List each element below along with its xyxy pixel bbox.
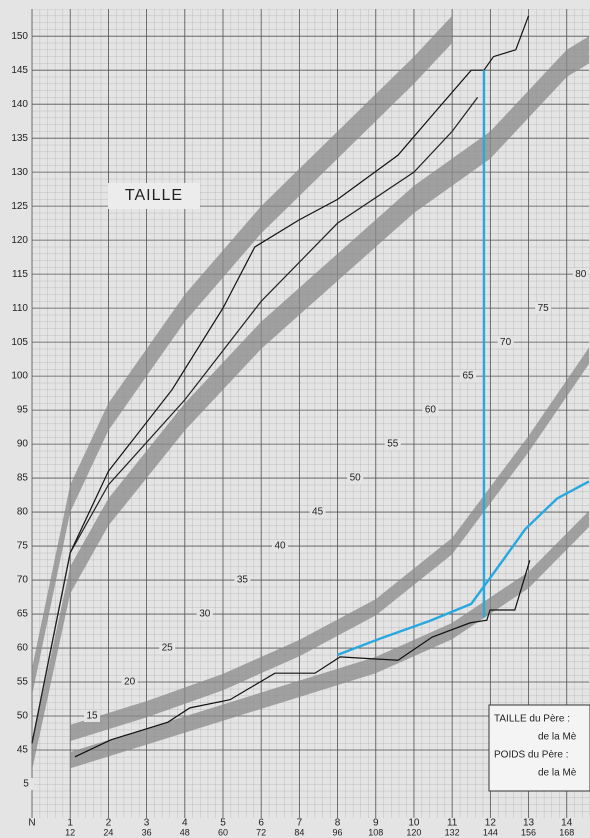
x-tick-label: N <box>28 818 35 829</box>
info-text: TAILLE du Père : <box>494 714 570 725</box>
x-tick-label: 9 <box>373 818 379 829</box>
x-tick-label: 4 <box>182 818 188 829</box>
y-tick-label: 100 <box>11 371 28 382</box>
x-month-label: 156 <box>521 827 536 837</box>
x-month-label: 132 <box>445 827 460 837</box>
y-tick-label: 60 <box>17 643 29 654</box>
info-box <box>488 704 590 792</box>
y2-tick-label: 70 <box>500 337 512 348</box>
x-month-label: 36 <box>142 827 152 837</box>
weight-label-bg <box>309 506 326 519</box>
y2-tick-label: 35 <box>237 575 249 586</box>
y-tick-label: 120 <box>11 235 28 246</box>
x-tick-label: 3 <box>144 818 150 829</box>
weight-label-bg <box>18 778 34 791</box>
y2-tick-label: 30 <box>199 609 211 620</box>
x-tick-label: 5 <box>220 818 226 829</box>
y2-tick-label: 15 <box>86 711 98 722</box>
x-month-label: 120 <box>406 827 421 837</box>
weight-label-bg <box>196 608 213 621</box>
y2-tick-label: 45 <box>312 507 324 518</box>
y-tick-label: 145 <box>11 65 28 76</box>
x-tick-label: 13 <box>523 818 535 829</box>
x-tick-label: 11 <box>447 818 458 829</box>
y-tick-label: 55 <box>17 677 29 688</box>
x-month-label: 48 <box>180 827 190 837</box>
y-tick-label: 70 <box>17 575 29 586</box>
x-month-label: 168 <box>559 827 574 837</box>
y2-tick-label: 60 <box>425 405 437 416</box>
weight-label-bg <box>272 540 288 553</box>
weight-label-bg <box>121 676 138 689</box>
y-tick-label: 90 <box>17 439 29 450</box>
reference-band <box>32 15 453 696</box>
y-tick-label: 140 <box>11 99 28 110</box>
weight-label-bg <box>460 370 476 383</box>
x-tick-label: 14 <box>561 818 573 829</box>
x-tick-label: 7 <box>297 818 303 829</box>
y2-tick-label: 80 <box>575 269 587 280</box>
y-tick-label: 115 <box>12 269 28 280</box>
info-text: POIDS du Père : <box>494 750 568 761</box>
x-month-label: 60 <box>218 827 228 837</box>
data-line <box>31 15 530 744</box>
x-tick-label: 1 <box>67 818 73 829</box>
y-tick-label: 110 <box>12 303 28 314</box>
title-box <box>108 183 200 209</box>
info-text: de la Mè <box>538 732 577 743</box>
x-month-label: 24 <box>103 827 113 837</box>
y2-tick-label: 40 <box>274 541 286 552</box>
y-tick-label: 65 <box>17 609 29 620</box>
info-text: de la Mè <box>538 768 577 779</box>
reference-band <box>32 36 589 771</box>
y2-tick-label: 65 <box>462 371 474 382</box>
y2-tick-label: 55 <box>387 439 399 450</box>
y-tick-label: 135 <box>11 133 28 144</box>
x-month-label: 108 <box>368 827 383 837</box>
x-month-label: 84 <box>294 827 304 837</box>
weight-label-bg <box>84 710 100 723</box>
weight-label-bg <box>422 404 439 417</box>
data-line <box>31 97 479 744</box>
y-tick-label: 45 <box>17 745 29 756</box>
y-tick-label: 50 <box>17 711 29 722</box>
reference-band <box>70 510 590 769</box>
x-tick-label: 6 <box>258 818 264 829</box>
weight-label-bg <box>572 268 589 281</box>
x-tick-label: 12 <box>485 818 497 829</box>
y-tick-label: 150 <box>11 31 28 42</box>
y2-tick-label: 50 <box>350 473 362 484</box>
x-tick-label: 8 <box>335 818 341 829</box>
y-tick-label: 125 <box>11 201 28 212</box>
y-tick-label: 85 <box>17 473 29 484</box>
weight-label-bg <box>535 302 552 315</box>
weight-label-bg <box>347 472 364 485</box>
weight-label-bg <box>497 336 514 349</box>
y2-tick-label: 25 <box>162 643 174 654</box>
x-tick-label: 10 <box>408 818 420 829</box>
y2-tick-label: 20 <box>124 677 136 688</box>
y2-tick-label: 75 <box>538 303 550 314</box>
y-tick-label: 95 <box>17 405 29 416</box>
y-tick-label: 80 <box>17 507 29 518</box>
x-month-label: 72 <box>256 827 266 837</box>
weight-label-bg <box>234 574 251 587</box>
weight-label-bg <box>159 642 176 655</box>
weight-label-bg <box>384 438 401 451</box>
y-tick-label: 130 <box>11 167 28 178</box>
data-line <box>337 480 590 656</box>
x-month-label: 96 <box>333 827 343 837</box>
y2-tick-label: 5 <box>23 779 29 790</box>
y-tick-label: 105 <box>11 337 28 348</box>
y-tick-label: 75 <box>17 541 29 552</box>
chart-title: TAILLE <box>125 187 183 204</box>
data-line <box>74 560 531 758</box>
x-month-label: 144 <box>483 827 498 837</box>
x-tick-label: 2 <box>106 818 112 829</box>
x-month-label: 12 <box>65 827 75 837</box>
